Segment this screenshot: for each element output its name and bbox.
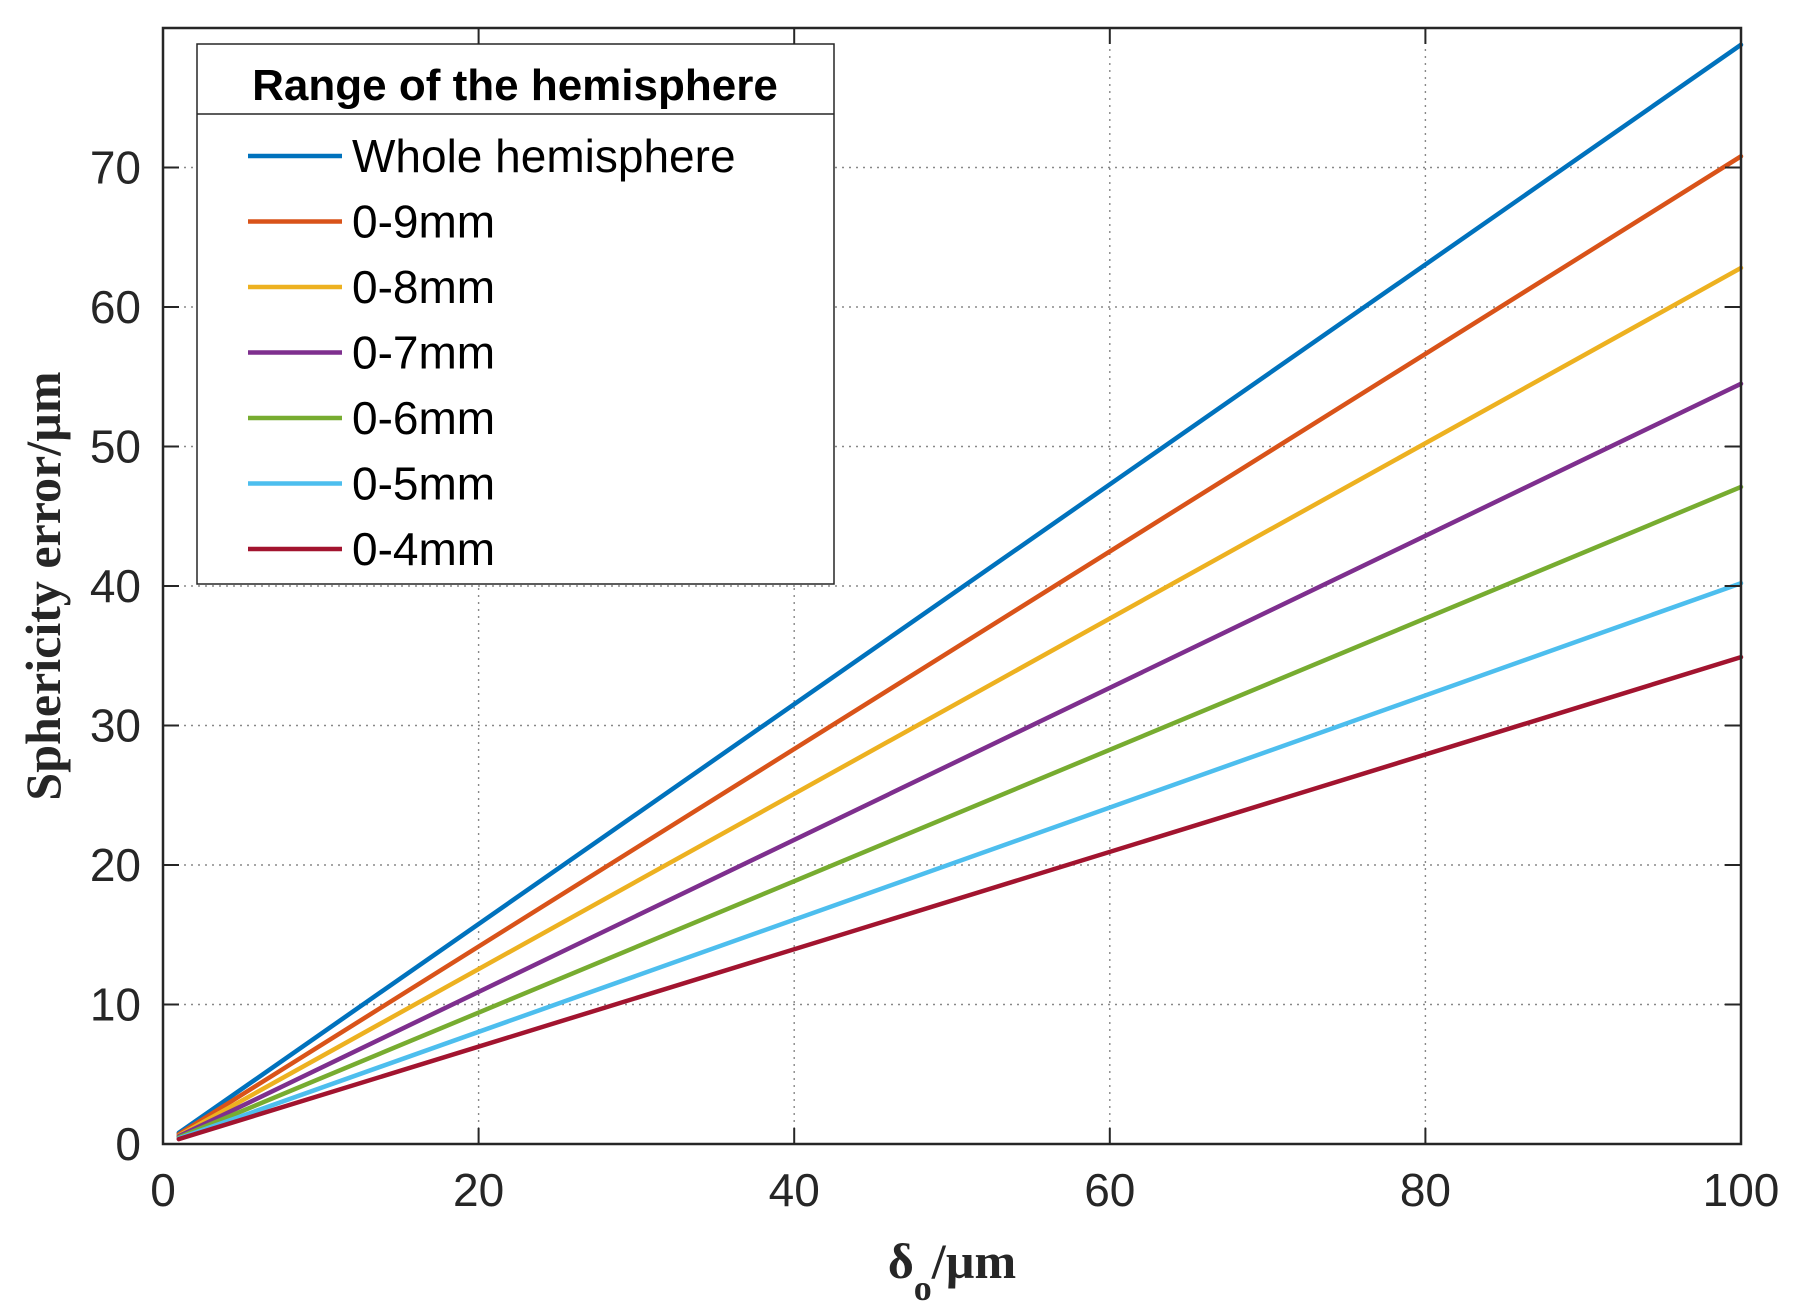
- y-tick-label: 30: [90, 700, 141, 752]
- series-line-0-7mm: [176, 381, 1744, 1139]
- series-line-0-4mm: [176, 654, 1744, 1142]
- series-line-0-5mm: [176, 580, 1744, 1141]
- y-tick-label: 40: [90, 560, 141, 612]
- legend: Range of the hemisphere Whole hemisphere…: [196, 43, 835, 585]
- x-tick-label: 100: [1703, 1164, 1780, 1216]
- x-axis-label-subscript: o: [914, 1268, 932, 1308]
- x-axis-label: δo/µm: [888, 1233, 1016, 1308]
- x-tick-label: 0: [150, 1164, 176, 1216]
- series-line-0-6mm: [176, 484, 1744, 1140]
- x-tick-label: 80: [1400, 1164, 1451, 1216]
- legend-label-0-8mm: 0-8mm: [352, 261, 495, 313]
- y-tick-label: 70: [90, 142, 141, 194]
- legend-box: [196, 43, 835, 585]
- y-tick-label: 20: [90, 839, 141, 891]
- series-line-whole-hemisphere: [176, 42, 1744, 1136]
- legend-label-0-7mm: 0-7mm: [352, 327, 495, 379]
- x-tick-label: 40: [769, 1164, 820, 1216]
- legend-label-0-4mm: 0-4mm: [352, 523, 495, 575]
- series-line-0-8mm: [176, 265, 1744, 1138]
- legend-label-whole-hemisphere: Whole hemisphere: [352, 130, 736, 182]
- x-tick-label: 20: [453, 1164, 504, 1216]
- series-line-0-9mm: [176, 154, 1744, 1137]
- y-axis-label: Sphericity error/µm: [15, 371, 71, 800]
- y-tick-label: 60: [90, 281, 141, 333]
- legend-label-0-5mm: 0-5mm: [352, 458, 495, 510]
- legend-title: Range of the hemisphere: [252, 61, 778, 110]
- data-series: [176, 42, 1744, 1142]
- x-axis-label-unit: /µm: [931, 1233, 1016, 1289]
- x-axis-label-symbol: δ: [888, 1233, 914, 1289]
- y-tick-label: 0: [115, 1118, 141, 1170]
- axis-ticks: 0 20 40 60 80 100 0 10 20 30 40 50 60 70: [90, 28, 1780, 1216]
- legend-label-0-9mm: 0-9mm: [352, 196, 495, 248]
- legend-entries: Whole hemisphere 0-9mm 0-8mm 0-7mm 0-6mm 0-5m…: [248, 130, 736, 575]
- legend-label-0-6mm: 0-6mm: [352, 392, 495, 444]
- y-tick-label: 10: [90, 979, 141, 1031]
- y-tick-label: 50: [90, 421, 141, 473]
- x-tick-label: 60: [1084, 1164, 1135, 1216]
